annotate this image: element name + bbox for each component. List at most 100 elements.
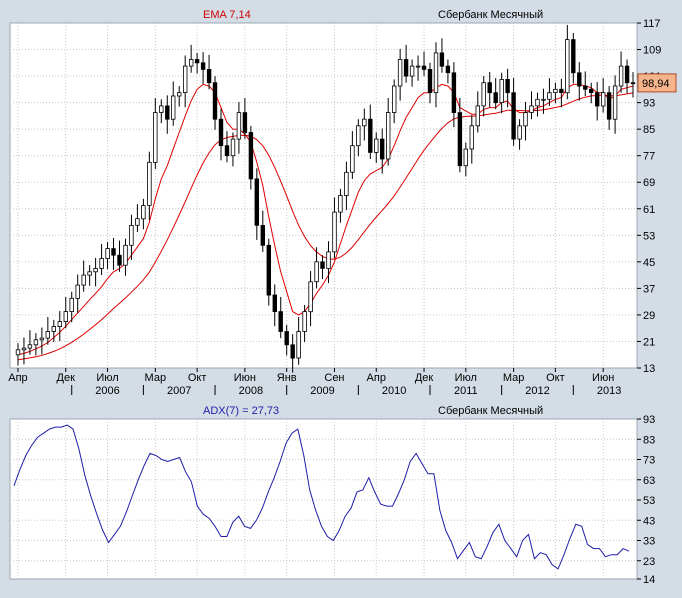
price-y-tick-label: 21: [643, 336, 655, 348]
candle-body: [182, 65, 188, 93]
candle-body: [236, 112, 242, 140]
price-chart-title: Сбербанк Месячный: [438, 9, 543, 21]
candle: [595, 82, 600, 121]
candle-body: [278, 311, 283, 332]
candle: [284, 324, 289, 356]
candle: [541, 88, 546, 114]
candle: [624, 59, 630, 94]
candle-body: [618, 65, 624, 87]
candle: [45, 316, 50, 345]
adx-y-axis: 14 23 33 43 53 63 73 83 93: [637, 414, 655, 586]
candle-body: [445, 65, 451, 74]
candle: [242, 97, 248, 140]
candle: [87, 265, 92, 286]
candle: [499, 72, 504, 114]
candle: [535, 92, 540, 117]
candle-body: [601, 92, 606, 107]
month-label: Мар: [145, 372, 167, 384]
candle: [15, 343, 21, 366]
candle-body: [553, 88, 558, 94]
candle: [123, 238, 128, 276]
candle: [153, 97, 158, 169]
candle-body: [135, 218, 140, 226]
candle: [589, 82, 594, 104]
candle: [27, 330, 33, 355]
candle-body: [272, 294, 277, 313]
candle: [147, 151, 152, 221]
candle: [206, 54, 212, 90]
last-price-badge: 98,94: [637, 73, 677, 93]
candle: [517, 119, 522, 150]
candle: [224, 131, 230, 163]
candle-body: [33, 339, 39, 346]
candle: [475, 91, 480, 133]
candle-body: [535, 98, 540, 107]
candle-body: [105, 248, 110, 260]
candle: [439, 38, 445, 73]
candle-body: [571, 39, 576, 74]
candle-body: [218, 118, 224, 147]
candle-body: [612, 85, 618, 120]
adx-y-tick-label: 83: [643, 434, 655, 446]
candle-body: [624, 65, 630, 84]
candle: [93, 257, 98, 287]
candle-body: [141, 205, 146, 220]
candle-body: [81, 274, 86, 286]
candle: [463, 142, 468, 177]
candle-body: [362, 118, 367, 127]
candle: [583, 71, 588, 96]
candle: [397, 48, 403, 101]
candle-body: [421, 65, 427, 70]
candle-body: [517, 125, 522, 140]
candle-body: [117, 254, 122, 266]
month-label: Дек: [415, 372, 434, 384]
candle-body: [350, 145, 355, 173]
candle: [326, 241, 331, 284]
candle: [266, 238, 271, 306]
price-y-tick-label: 93: [643, 98, 655, 110]
candle: [547, 78, 552, 106]
candle: [111, 237, 116, 270]
candle-body: [493, 92, 498, 104]
candle-body: [565, 39, 570, 94]
candle: [176, 86, 182, 107]
price-y-tick-label: 45: [643, 257, 655, 269]
adx-y-tick-label: 53: [643, 495, 655, 507]
candle: [571, 32, 576, 84]
candle-body: [284, 331, 289, 346]
candle: [457, 97, 463, 173]
candle: [433, 42, 439, 108]
candle-body: [129, 224, 134, 246]
price-panel-bg: [9, 22, 638, 369]
candle: [170, 81, 176, 126]
candle-body: [481, 82, 486, 107]
candle: [129, 214, 134, 260]
candle-body: [332, 211, 337, 253]
candle-body: [541, 98, 546, 101]
candle-body: [320, 261, 325, 269]
price-x-axis: Апр Дек Июл Мар Окт Июн Янв Сен Апр Дек Июл Мар Окт И…: [8, 368, 621, 397]
candle-body: [391, 85, 397, 113]
year-label: 2013: [597, 385, 621, 397]
candle-body: [99, 258, 104, 269]
candle: [254, 168, 259, 240]
candle: [236, 101, 242, 154]
candle-body: [57, 321, 62, 328]
candle: [200, 52, 206, 85]
candle-body: [529, 105, 534, 113]
candle-body: [159, 105, 164, 113]
candle-body: [194, 59, 200, 64]
adx-y-tick-label: 33: [643, 536, 655, 548]
candle-body: [200, 62, 206, 70]
month-label: Дек: [57, 372, 76, 384]
candle-body: [577, 72, 582, 87]
candle-body: [63, 311, 68, 323]
candle: [523, 101, 528, 141]
month-label: Янв: [277, 372, 297, 384]
year-label: 2011: [454, 385, 478, 397]
candle: [630, 72, 636, 98]
candle: [493, 78, 498, 110]
candle-body: [463, 148, 468, 167]
candle: [344, 161, 349, 211]
last-price-value: 98,94: [642, 78, 670, 90]
